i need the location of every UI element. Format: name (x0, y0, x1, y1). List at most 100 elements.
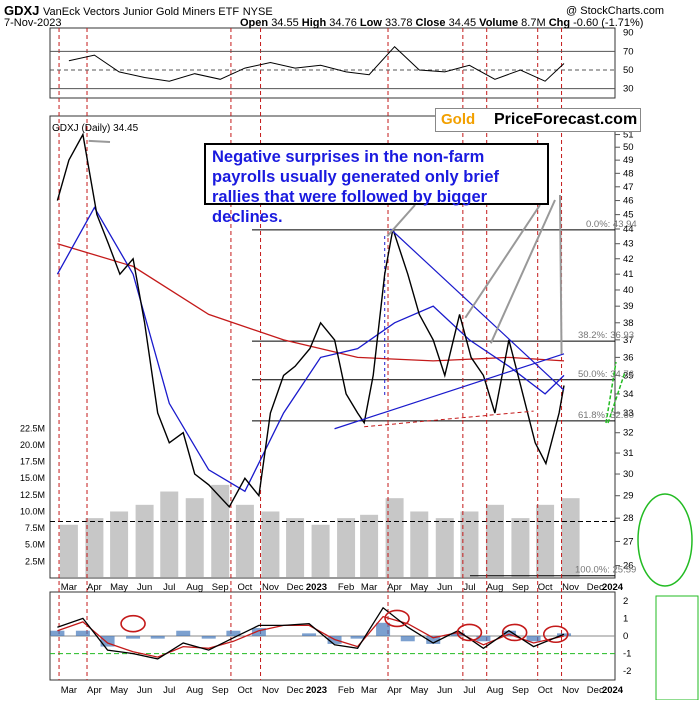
price-x-tick-label: Oct (238, 582, 253, 593)
macd-tick-label: -1 (623, 649, 631, 660)
volume-bar (110, 511, 129, 578)
annotation-callout: Negative surprises in the non-farm payro… (204, 143, 549, 226)
volume-bar (511, 518, 530, 578)
volume-bar (235, 504, 254, 578)
macd-line (57, 606, 565, 660)
macd-signal-line (57, 615, 565, 658)
green-circle (637, 493, 693, 587)
price-tick-label: 50 (623, 142, 634, 153)
price-x-tick-label: 2024 (602, 582, 624, 593)
price-tick-label: 29 (623, 491, 634, 502)
fib-level-label: 61.8%: 32.60 (578, 410, 634, 421)
volume-tick-label: 12.5M (20, 490, 45, 500)
price-tick-label: 38 (623, 318, 634, 329)
price-tick-label: 32 (623, 428, 634, 439)
macd-x-tick-label: Aug (486, 685, 503, 696)
volume-bar (135, 504, 154, 578)
price-x-tick-label: Jun (437, 582, 452, 593)
volume-bar (311, 524, 330, 578)
price-x-tick-label: Sep (512, 582, 529, 593)
macd-histogram-bar (426, 636, 441, 644)
callout-pointer (88, 139, 111, 143)
macd-x-tick-label: Jun (137, 685, 152, 696)
volume-tick-label: 15.0M (20, 473, 45, 483)
close-label: Close (415, 17, 446, 29)
price-x-tick-label: 2023 (306, 582, 327, 593)
logo-gold: Gold (436, 109, 490, 131)
price-x-tick-label: Jun (137, 582, 152, 593)
volume-tick-label: 2.5M (25, 556, 45, 566)
volume-bar (410, 511, 429, 578)
macd-histogram-bar (350, 636, 365, 639)
price-tick-label: 26 (623, 561, 634, 572)
macd-x-tick-label: Nov (262, 685, 279, 696)
price-tick-label: 30 (623, 469, 634, 480)
volume-bar (261, 511, 280, 578)
price-x-tick-label: Dec (287, 582, 304, 593)
macd-histogram-bar (176, 630, 191, 636)
price-x-tick-label: Apr (387, 582, 402, 593)
macd-histogram-bar (302, 633, 317, 636)
volume-bar (460, 511, 479, 578)
price-x-tick-label: Nov (562, 582, 579, 593)
rsi-tick-label: 50 (623, 65, 634, 76)
price-tick-label: 37 (623, 335, 634, 346)
macd-histogram-bar (400, 636, 415, 642)
volume-label: Volume (479, 17, 519, 29)
volume-tick-label: 7.5M (25, 523, 45, 533)
quote-bar: Open 34.55 High 34.76 Low 33.78 Close 34… (240, 17, 643, 29)
priceforecast-logo: Gold PriceForecast.com (435, 108, 641, 132)
price-tick-label: 39 (623, 301, 634, 312)
rsi-tick-label: 30 (623, 84, 634, 95)
volume-bar (185, 498, 204, 578)
volume-bar (160, 491, 179, 578)
price-x-tick-label: Aug (486, 582, 503, 593)
volume-tick-label: 10.0M (20, 506, 45, 516)
macd-histogram-bar (376, 622, 391, 636)
macd-x-tick-label: Apr (387, 685, 402, 696)
fib-level-label: 50.0%: 34.76 (578, 369, 634, 380)
volume-bar (360, 514, 379, 578)
price-tick-label: 33 (623, 408, 634, 419)
volume-bar (385, 498, 404, 578)
macd-histogram-bar (501, 630, 516, 636)
date: 7-Nov-2023 (4, 17, 62, 29)
chg-value: -0.60 (-1.71%) (573, 17, 644, 29)
price-tick-label: 28 (623, 513, 634, 524)
macd-x-tick-label: 2024 (602, 685, 624, 696)
price-x-tick-label: Mar (61, 582, 77, 593)
price-tick-label: 42 (623, 254, 634, 265)
callout-pointer (386, 204, 416, 237)
macd-histogram-bar (476, 636, 491, 642)
macd-x-tick-label: Apr (87, 685, 102, 696)
price-x-tick-label: Jul (163, 582, 175, 593)
rsi-tick-label: 90 (623, 28, 634, 39)
price-tick-label: 49 (623, 155, 634, 166)
volume-bar (286, 518, 305, 578)
price-legend-text: GDXJ (Daily) 34.45 (52, 123, 139, 134)
callout-pointer (464, 204, 541, 319)
macd-tick-label: 1 (623, 613, 628, 624)
macd-x-tick-label: Jul (163, 685, 175, 696)
callout-pointer (559, 194, 563, 354)
price-x-tick-label: May (410, 582, 428, 593)
price-tick-label: 43 (623, 239, 634, 250)
macd-x-tick-label: Jun (437, 685, 452, 696)
macd-tick-label: 0 (623, 631, 628, 642)
price-x-tick-label: May (110, 582, 128, 593)
price-x-tick-label: Sep (212, 582, 229, 593)
logo-site: PriceForecast.com (494, 111, 638, 128)
fib-level-label: 38.2%: 36.93 (578, 330, 634, 341)
high-value: 34.76 (329, 17, 357, 29)
fund-name: VanEck Vectors Junior Gold Miners ETF (43, 6, 240, 18)
price-x-tick-label: Nov (262, 582, 279, 593)
chg-label: Chg (548, 17, 571, 29)
price-x-tick-label: Dec (587, 582, 604, 593)
volume-value: 8.7M (521, 17, 546, 29)
volume-bar (337, 518, 356, 578)
volume-bar (536, 504, 555, 578)
trendline-lower (334, 353, 565, 430)
macd-histogram-bar (226, 630, 241, 636)
volume-tick-label: 17.5M (20, 457, 45, 467)
